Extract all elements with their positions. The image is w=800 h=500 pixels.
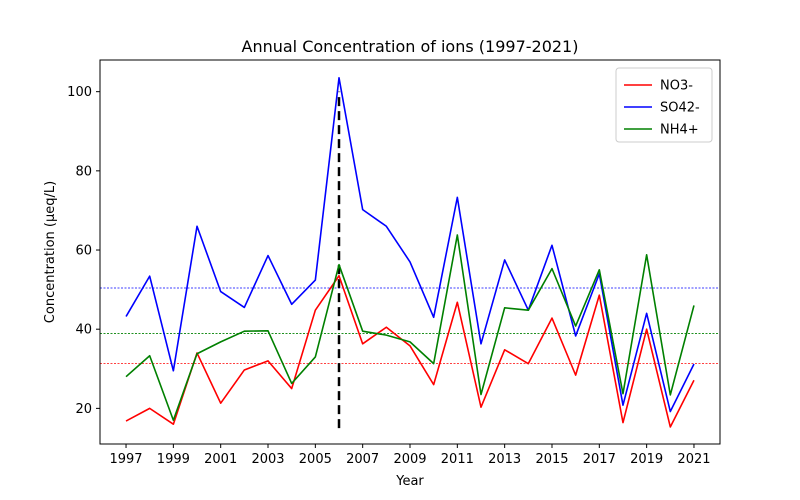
x-tick-label: 2021 [677,452,710,467]
x-tick-label: 2017 [583,452,616,467]
y-axis-label: Concentration (μeq/L) [43,181,58,323]
x-tick-label: 2013 [488,452,521,467]
y-tick-label: 80 [75,164,92,179]
y-tick-label: 20 [75,402,92,417]
legend-box [615,67,713,143]
legend: NO3- SO42- NH4+ [615,67,713,143]
x-tick-label: 2001 [204,452,237,467]
plot-area [100,77,720,429]
chart-title: Annual Concentration of ions (1997-2021) [242,37,579,56]
legend-label-0: NO3- [660,79,693,94]
x-tick-label: 2009 [393,452,426,467]
legend-label-1: SO42- [660,101,700,116]
x-tick-label: 2005 [299,452,332,467]
y-tick-label: 60 [75,244,92,259]
x-tick-label: 1997 [109,452,142,467]
y-axis: 20 40 60 80 100 [67,85,100,417]
x-tick-label: 2007 [346,452,379,467]
x-tick-label: 2015 [535,452,568,467]
series-line-0 [125,274,695,428]
x-axis-label: Year [395,474,424,489]
x-tick-label: 2003 [251,452,284,467]
x-tick-label: 2011 [441,452,474,467]
legend-label-2: NH4+ [660,123,699,138]
x-axis: 1997 1999 2001 2003 2005 2007 2009 2011 2013 2015… [109,444,711,467]
y-tick-label: 100 [67,85,92,100]
x-tick-label: 1999 [157,452,190,467]
series-line-1 [125,77,695,413]
series-line-2 [125,234,695,422]
y-tick-label: 40 [75,323,92,338]
x-tick-label: 2019 [630,452,663,467]
